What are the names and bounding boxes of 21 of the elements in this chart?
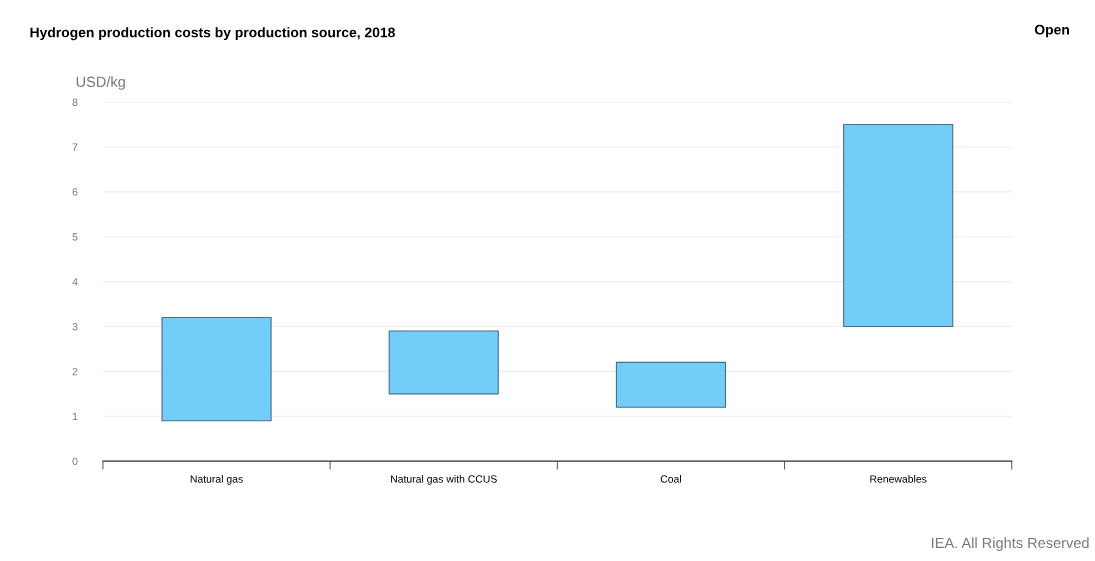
chart-title: Hydrogen production costs by production source, 2018	[30, 27, 395, 41]
x-tick-label: Natural gas	[190, 475, 243, 485]
y-tick-label: 2	[72, 367, 78, 376]
text: Open	[1034, 24, 1069, 38]
x-tick-label: Renewables	[870, 475, 927, 483]
y-tick-label: 3	[72, 323, 78, 331]
y-axis-title: USD/kg	[76, 76, 125, 90]
bar	[161, 316, 272, 422]
bar	[388, 330, 499, 395]
x-tick-label: Natural gas with CCUS	[391, 475, 497, 485]
bar	[615, 361, 727, 408]
y-tick-label: 1	[72, 412, 78, 421]
y-tick-label: 5	[72, 233, 78, 241]
text: IEA. All Rights Reserved	[932, 537, 1089, 551]
bar	[843, 123, 954, 328]
y-tick-label: 4	[72, 278, 78, 286]
y-tick-label: 6	[72, 188, 78, 196]
y-tick-label: 7	[72, 143, 78, 151]
y-tick-label: 0	[72, 457, 78, 466]
y-tick-label: 8	[72, 98, 78, 106]
x-tick-label: Coal	[660, 475, 681, 483]
